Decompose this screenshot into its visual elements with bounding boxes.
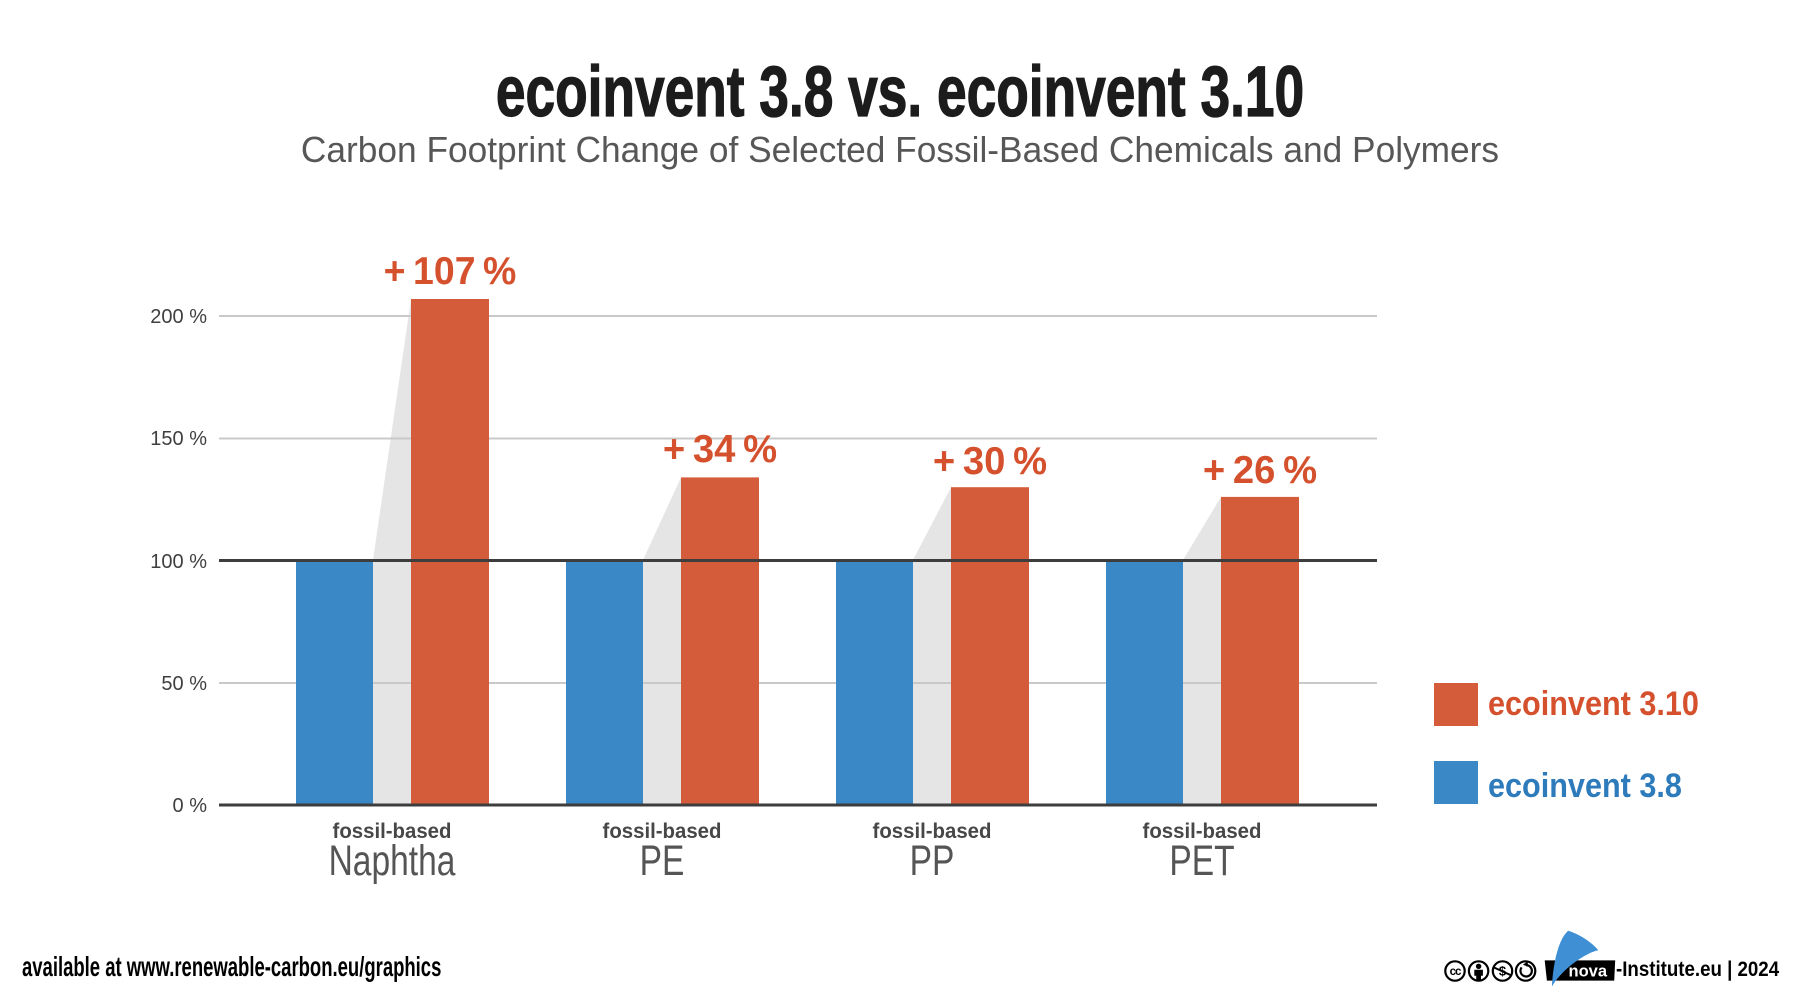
svg-text:cc: cc (1450, 966, 1462, 978)
svg-text:nova: nova (1569, 963, 1608, 981)
